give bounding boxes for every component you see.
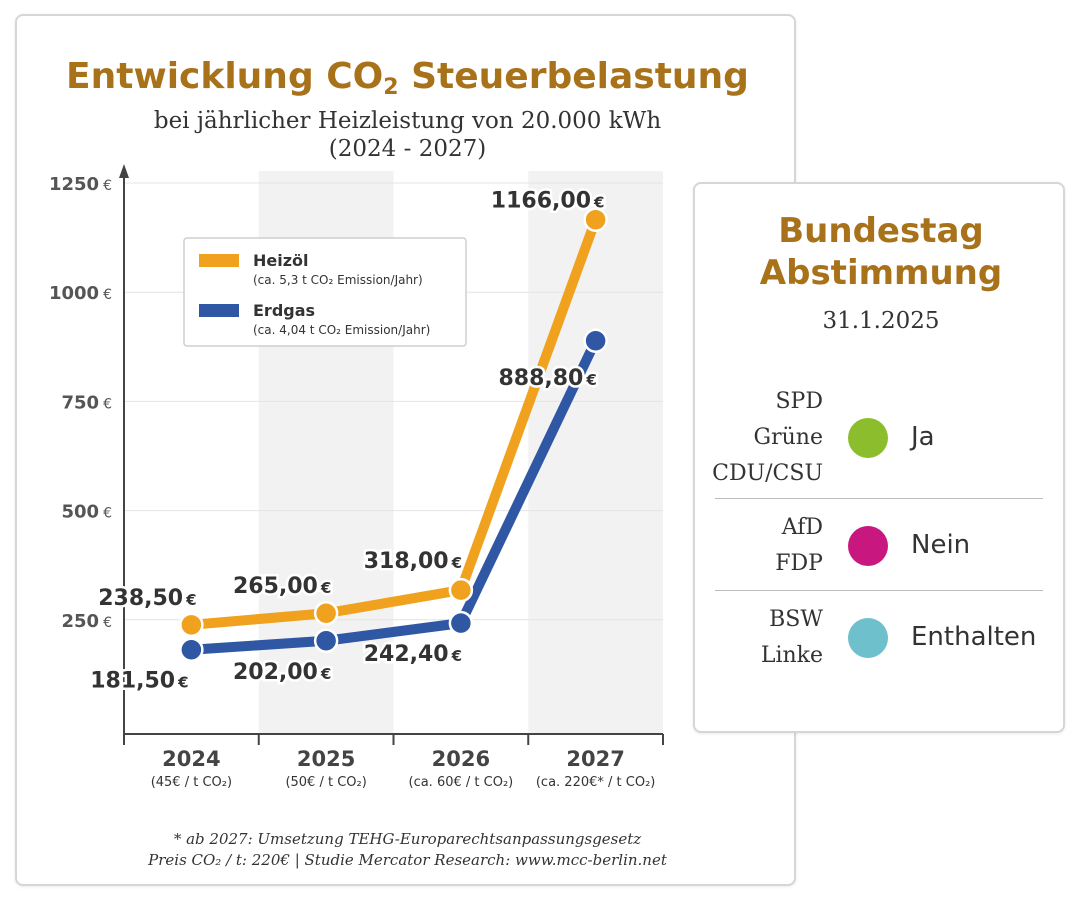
y-tick-unit: € [103, 287, 112, 303]
footnote-price: Preis CO₂ / t: 220€ | Studie Mercator Re… [148, 851, 667, 869]
vote-title: Bundestag [778, 211, 984, 251]
vote-dot-enthalten [848, 618, 888, 658]
y-tick-unit: € [103, 178, 112, 194]
y-axis-arrow [119, 164, 129, 178]
data-label: 1166,00 € [491, 189, 605, 214]
divider [715, 590, 1043, 591]
legend-series-name: Erdgas [253, 301, 315, 320]
data-label-unit: € [451, 554, 462, 572]
chart-title: Entwicklung CO2 Steuerbelastung [66, 56, 749, 100]
legend-series-name: Heizöl [253, 251, 309, 270]
data-label: 238,50 € [98, 586, 196, 611]
line-chart: 250 € 500 € 750 € 1000 € 1250 € 238,50 € 265,00 € 318… [49, 164, 664, 790]
data-label-unit: € [320, 665, 331, 683]
vote-group-enthalten: BSW Linke Enthalten [695, 602, 1067, 674]
party-name: CDU/CSU [712, 461, 823, 486]
data-point [313, 628, 339, 654]
series-line-erdgas [186, 335, 601, 655]
vote-label-ja: Ja [911, 422, 935, 452]
legend-swatch [199, 304, 239, 317]
data-label-unit: € [185, 591, 196, 609]
legend-series-note: (ca. 5,3 t CO₂ Emission/Jahr) [253, 273, 423, 287]
data-label-unit: € [451, 647, 462, 665]
party-list: AfD FDP [775, 510, 823, 582]
legend-series-note: (ca. 4,04 t CO₂ Emission/Jahr) [253, 323, 430, 337]
y-tick-unit: € [103, 506, 112, 522]
party-name: SPD [775, 389, 823, 414]
data-label-unit: € [593, 194, 604, 212]
vote-title-2: Abstimmung [759, 253, 1003, 293]
legend: Heizöl (ca. 5,3 t CO₂ Emission/Jahr) Erdga… [183, 237, 467, 347]
y-tick-label: 750 € [62, 392, 113, 413]
divider [715, 498, 1043, 499]
data-label: 242,40 € [364, 642, 462, 667]
data-point [448, 610, 474, 636]
x-tick-note: (45€ / t CO₂) [151, 775, 232, 790]
vote-dot-nein [848, 526, 888, 566]
party-list: SPD Grüne CDU/CSU [712, 384, 823, 492]
legend-swatch [199, 254, 239, 267]
data-label-unit: € [585, 371, 596, 389]
data-point [313, 600, 339, 626]
data-point [179, 637, 204, 662]
vote-date: 31.1.2025 [822, 308, 940, 334]
x-tick-note: (50€ / t CO₂) [285, 775, 366, 790]
data-label-unit: € [177, 674, 188, 692]
vote-group-ja: SPD Grüne CDU/CSU Ja [695, 384, 1067, 494]
data-label: 202,00 € [233, 660, 331, 685]
chart-subtitle-years: (2024 - 2027) [328, 136, 487, 162]
y-tick-unit: € [103, 615, 112, 631]
data-point [179, 612, 204, 638]
data-label: 318,00 € [364, 549, 462, 574]
vote-label-nein: Nein [911, 530, 971, 560]
party-name: FDP [775, 551, 823, 576]
footnote-source: * ab 2027: Umsetzung TEHG-Europarechtsan… [173, 830, 642, 848]
x-tick-label: 2027 [566, 747, 624, 771]
x-tick-note: (ca. 60€ / t CO₂) [409, 775, 514, 790]
chart-panel: Entwicklung CO2 Steuerbelastung bei jähr… [15, 14, 796, 886]
data-point [583, 207, 608, 232]
y-tick-label: 500 € [62, 502, 113, 523]
party-list: BSW Linke [761, 602, 823, 674]
party-name: Linke [760, 643, 823, 668]
x-tick-label: 2026 [432, 747, 490, 771]
y-tick-label: 250 € [62, 611, 113, 632]
party-name: Grüne [753, 425, 823, 450]
shaded-column [528, 171, 663, 734]
party-name: AfD [781, 515, 823, 540]
x-tick-label: 2024 [162, 747, 220, 771]
y-tick-label: 1250 € [49, 174, 112, 195]
y-tick-unit: € [103, 396, 112, 412]
series-line-heizöl [186, 214, 601, 630]
data-label: 888,80 € [498, 366, 596, 391]
data-label: 181,50 € [90, 669, 188, 694]
vote-panel: Bundestag Abstimmung 31.1.2025 SPD Grüne… [693, 182, 1065, 733]
y-tick-label: 1000 € [49, 283, 112, 304]
chart-subtitle: bei jährlicher Heizleistung von 20.000 k… [153, 108, 662, 134]
data-point [583, 328, 608, 354]
data-label-unit: € [320, 579, 331, 597]
x-tick-label: 2025 [297, 747, 355, 771]
vote-dot-ja [848, 418, 888, 458]
vote-label-enthalten: Enthalten [911, 622, 1037, 652]
data-label: 265,00 € [233, 574, 331, 599]
x-tick-note: (ca. 220€* / t CO₂) [536, 775, 656, 790]
vote-group-nein: AfD FDP Nein [695, 510, 1067, 582]
data-point [448, 577, 474, 603]
party-name: BSW [769, 607, 823, 632]
